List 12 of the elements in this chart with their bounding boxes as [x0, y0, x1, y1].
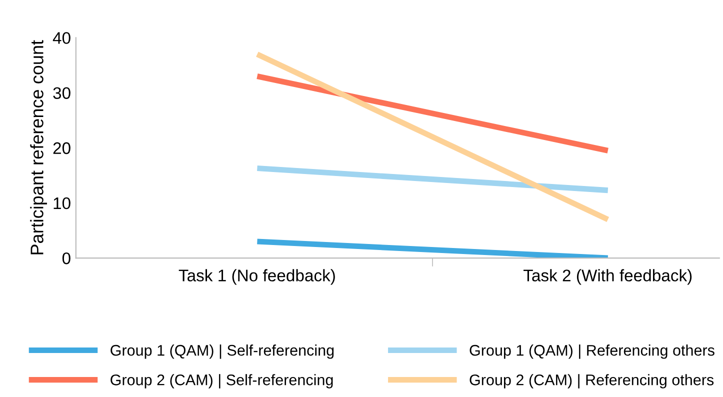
legend-label: Group 1 (QAM) | Self-referencing [110, 344, 334, 359]
legend-label: Group 2 (CAM) | Self-referencing [110, 374, 333, 388]
legend-label: Group 2 (CAM) | Referencing others [470, 374, 714, 388]
y-tick-label: 10 [54, 197, 70, 210]
x-tick-label: Task 1 (No feedback) [178, 269, 335, 285]
y-tick-label: 30 [53, 87, 70, 99]
y-tick-label: 20 [53, 142, 70, 154]
legend-label: Group 1 (QAM) | Referencing others [470, 344, 714, 359]
y-tick-label: 0 [62, 252, 70, 264]
y-tick-label: 40 [52, 32, 70, 44]
x-tick-label: Task 2 (With feedback) [524, 269, 692, 285]
y-axis-title: Participant reference count [30, 40, 47, 254]
